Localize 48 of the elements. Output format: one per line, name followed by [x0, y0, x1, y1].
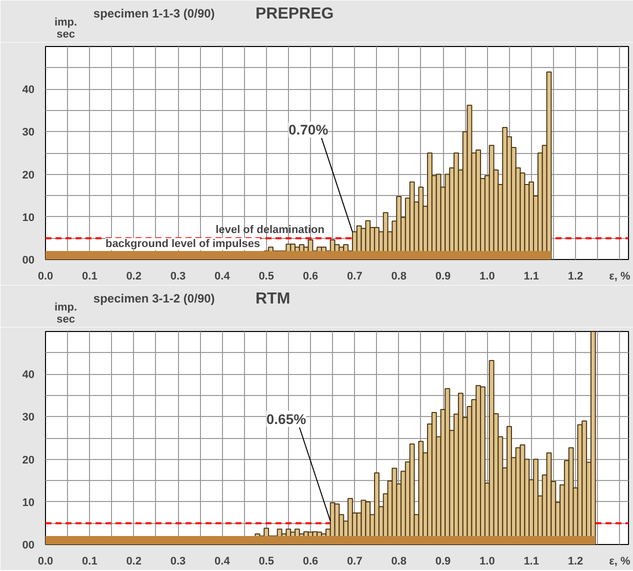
- chart-title: PREPREG: [255, 6, 334, 22]
- x-tick-label: 0.8: [391, 556, 406, 568]
- y-tick-label: 00: [22, 254, 35, 266]
- x-tick-label: ε, %: [609, 556, 630, 568]
- x-tick-label: 0.3: [170, 270, 186, 282]
- x-tick-label: 0.2: [126, 270, 142, 282]
- x-tick-label: 0.6: [302, 556, 318, 568]
- y-tick-label: 20: [22, 169, 35, 182]
- y-tick-label: 40: [22, 369, 35, 382]
- x-tick-label: 0.1: [82, 556, 98, 568]
- band-label: background level of impulses: [105, 238, 260, 250]
- y-axis-title: imp. sec: [54, 16, 78, 40]
- x-tick-label: 1.0: [480, 556, 495, 568]
- x-tick-label: 0.9: [435, 556, 451, 568]
- y-tick-label: 10: [22, 496, 35, 509]
- x-tick-label: 0.4: [214, 556, 231, 568]
- x-tick-label: 0.1: [82, 270, 98, 282]
- x-tick-label: 0.5: [258, 556, 274, 568]
- x-tick-label: 0.0: [38, 270, 54, 282]
- y-tick-label: 30: [22, 412, 35, 424]
- x-tick-label: 0.6: [302, 270, 318, 282]
- x-tick-label: 1.0: [480, 270, 495, 282]
- x-tick-label: 0.4: [214, 270, 231, 282]
- x-tick-label: 0.7: [347, 270, 362, 282]
- x-tick-label: 0.5: [258, 270, 274, 282]
- y-tick-label: 10: [22, 212, 35, 224]
- x-tick-label: 0.7: [347, 556, 362, 568]
- y-tick-label: 20: [22, 454, 35, 466]
- annotation: 0.70%: [288, 122, 329, 138]
- x-tick-label: 1.2: [568, 556, 584, 568]
- x-tick-label: 1.2: [568, 270, 584, 282]
- x-tick-label: 1.1: [524, 556, 539, 568]
- x-tick-label: 1.1: [524, 270, 539, 282]
- chart-title: RTM: [255, 290, 290, 308]
- y-tick-label: 00: [22, 540, 35, 552]
- x-tick-label: 0.0: [38, 556, 54, 568]
- annotation: 0.65%: [266, 410, 307, 427]
- x-tick-label: 0.9: [435, 270, 451, 282]
- chart-subtitle: specimen 1-1-3 (0/90): [93, 6, 215, 20]
- chart-subtitle: specimen 3-1-2 (0/90): [93, 292, 215, 306]
- x-tick-label: 0.3: [170, 556, 186, 568]
- y-axis-title: imp. sec: [54, 302, 78, 326]
- ref-line-label: level of delamination: [216, 224, 325, 236]
- x-tick-label: 0.8: [391, 270, 406, 282]
- x-tick-label: 0.2: [126, 556, 142, 568]
- y-tick-label: 40: [22, 84, 35, 96]
- y-tick-label: 30: [22, 126, 35, 139]
- x-tick-label: ε, %: [609, 270, 630, 282]
